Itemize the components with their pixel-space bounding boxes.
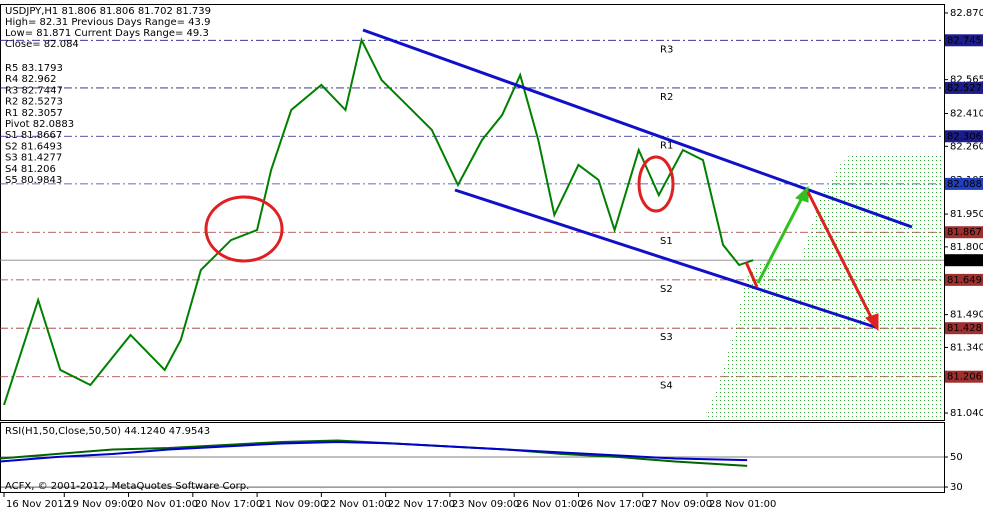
pivot-label: R2 (660, 92, 673, 103)
level-label: 81.428 (947, 323, 982, 334)
arrow (806, 191, 877, 326)
main-frame (0, 4, 945, 421)
series-line (3, 37, 754, 406)
y-tick-label: 82.870 (950, 8, 983, 19)
x-tick-label: 23 Nov 09:00 (452, 499, 519, 510)
x-tick-label: 20 Nov 17:00 (195, 499, 262, 510)
x-tick-label: 20 Nov 01:00 (131, 499, 198, 510)
y-tick-label: 50 (950, 452, 963, 463)
x-tick-label: 28 Nov 01:00 (709, 499, 776, 510)
y-tick-label: 82.410 (950, 109, 983, 120)
pivot-line: Pivot 82.0883 (5, 119, 74, 130)
pivot-line: R5 83.1793 (5, 63, 63, 74)
level-box (945, 130, 983, 143)
level-label: 82.527 (947, 83, 982, 94)
x-tick-label: 16 Nov 2012 (6, 499, 70, 510)
pivot-line: R2 82.5273 (5, 97, 63, 108)
y-tick-label: 30 (950, 482, 963, 493)
arrow (756, 191, 807, 284)
level-label: 82.745 (947, 35, 982, 46)
y-tick-label: 81.950 (950, 209, 983, 220)
pivot-line: R1 82.3057 (5, 108, 63, 119)
arrowhead (865, 313, 879, 332)
annotations (204, 28, 913, 332)
pivot-label: R3 (660, 44, 673, 55)
pivot-line: S5 80.9843 (5, 175, 62, 186)
level-label: 81.739 (947, 255, 982, 266)
pivot-line: S1 81.8667 (5, 130, 62, 141)
y-tick-label: 81.800 (950, 242, 983, 253)
footer: ACFX, © 2001-2012, MetaQuotes Software C… (5, 481, 249, 492)
pivot-line: R3 82.7447 (5, 85, 63, 96)
x-tick-label: 26 Nov 17:00 (580, 499, 647, 510)
level-box (945, 322, 983, 335)
header-line: USDJPY,H1 81.806 81.806 81.702 81.739 (5, 6, 211, 17)
pivot-label: S4 (660, 381, 673, 392)
header-line: High= 82.31 Previous Days Range= 43.9 (5, 17, 210, 28)
pivot-line: R4 82.962 (5, 74, 56, 85)
pivot-label: S2 (660, 284, 673, 295)
x-tick-label: 19 Nov 09:00 (66, 499, 133, 510)
level-label: 81.867 (947, 227, 982, 238)
header-line: Close= 82.084 (5, 39, 79, 50)
level-label: 81.206 (947, 372, 982, 383)
level-box (945, 177, 983, 190)
x-tick-label: 26 Nov 01:00 (516, 499, 583, 510)
level-box (945, 254, 983, 267)
level-box (945, 81, 983, 94)
y-tick-label: 81.340 (950, 342, 983, 353)
y-tick-label: 82.260 (950, 141, 983, 152)
x-tick-label: 22 Nov 17:00 (388, 499, 455, 510)
x-tick-label: 22 Nov 01:00 (323, 499, 390, 510)
pivot-line: S3 81.4277 (5, 153, 62, 164)
pivot-line: S2 81.6493 (5, 141, 62, 152)
level-label: 82.306 (947, 131, 982, 142)
indicator-title: RSI(H1,50,Close,50,50) 44.1240 47.9543 (5, 426, 210, 437)
level-box (945, 273, 983, 286)
x-tick-label: 21 Nov 09:00 (259, 499, 326, 510)
y-tick-label: 81.040 (950, 408, 983, 419)
level-box (945, 370, 983, 383)
level-label: 81.649 (947, 275, 982, 286)
y-tick-label: 81.490 (950, 310, 983, 321)
pivot-label: R1 (660, 140, 673, 151)
pivot-label: S1 (660, 236, 673, 247)
circle (637, 155, 675, 213)
pivot-line: S4 81.206 (5, 164, 56, 175)
pivot-label: S3 (660, 332, 673, 343)
ichimoku-cloud (705, 155, 944, 420)
channel-bottom (454, 188, 879, 330)
y-tick-label: 82.565 (950, 75, 983, 86)
series-line (0, 440, 748, 463)
level-box (945, 34, 983, 47)
level-label: 82.088 (947, 179, 982, 190)
header-line: Low= 81.871 Current Days Range= 49.3 (5, 28, 209, 39)
x-tick-label: 27 Nov 09:00 (645, 499, 712, 510)
channel-top (362, 28, 913, 229)
circle (204, 195, 284, 263)
level-box (945, 226, 983, 239)
arrow (744, 261, 759, 288)
